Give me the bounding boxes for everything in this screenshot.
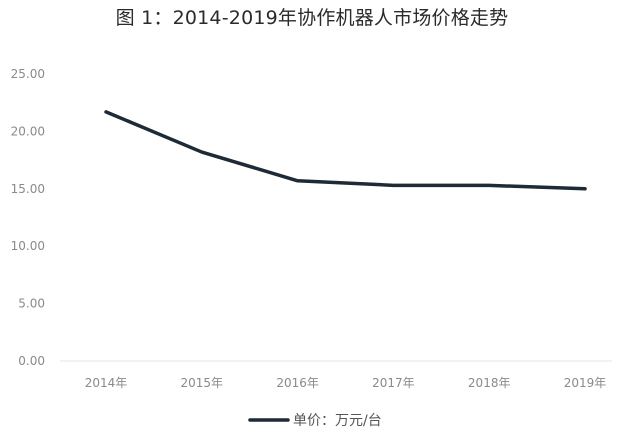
y-axis-ticks: 25.00 20.00 15.00 10.00 5.00 0.00 <box>11 67 45 368</box>
series-line <box>104 110 587 191</box>
x-tick-label: 2019年 <box>564 376 607 390</box>
y-tick-label: 20.00 <box>11 124 45 138</box>
y-tick-label: 10.00 <box>11 239 45 253</box>
legend-label: 单价：万元/台 <box>293 413 382 429</box>
x-tick-label: 2014年 <box>85 376 128 390</box>
x-tick-label: 2018年 <box>468 376 511 390</box>
y-tick-label: 0.00 <box>18 354 45 368</box>
x-tick-label: 2016年 <box>276 376 319 390</box>
y-tick-label: 5.00 <box>18 297 45 311</box>
x-tick-label: 2015年 <box>181 376 224 390</box>
legend: 单价：万元/台 <box>248 413 382 429</box>
chart-title: 图 1：2014-2019年协作机器人市场价格走势 <box>115 7 509 29</box>
x-tick-label: 2017年 <box>372 376 415 390</box>
y-tick-label: 15.00 <box>11 182 45 196</box>
y-tick-label: 25.00 <box>11 67 45 81</box>
series-layer <box>104 110 587 191</box>
x-axis-ticks: 2014年 2015年 2016年 2017年 2018年 2019年 <box>85 376 607 390</box>
